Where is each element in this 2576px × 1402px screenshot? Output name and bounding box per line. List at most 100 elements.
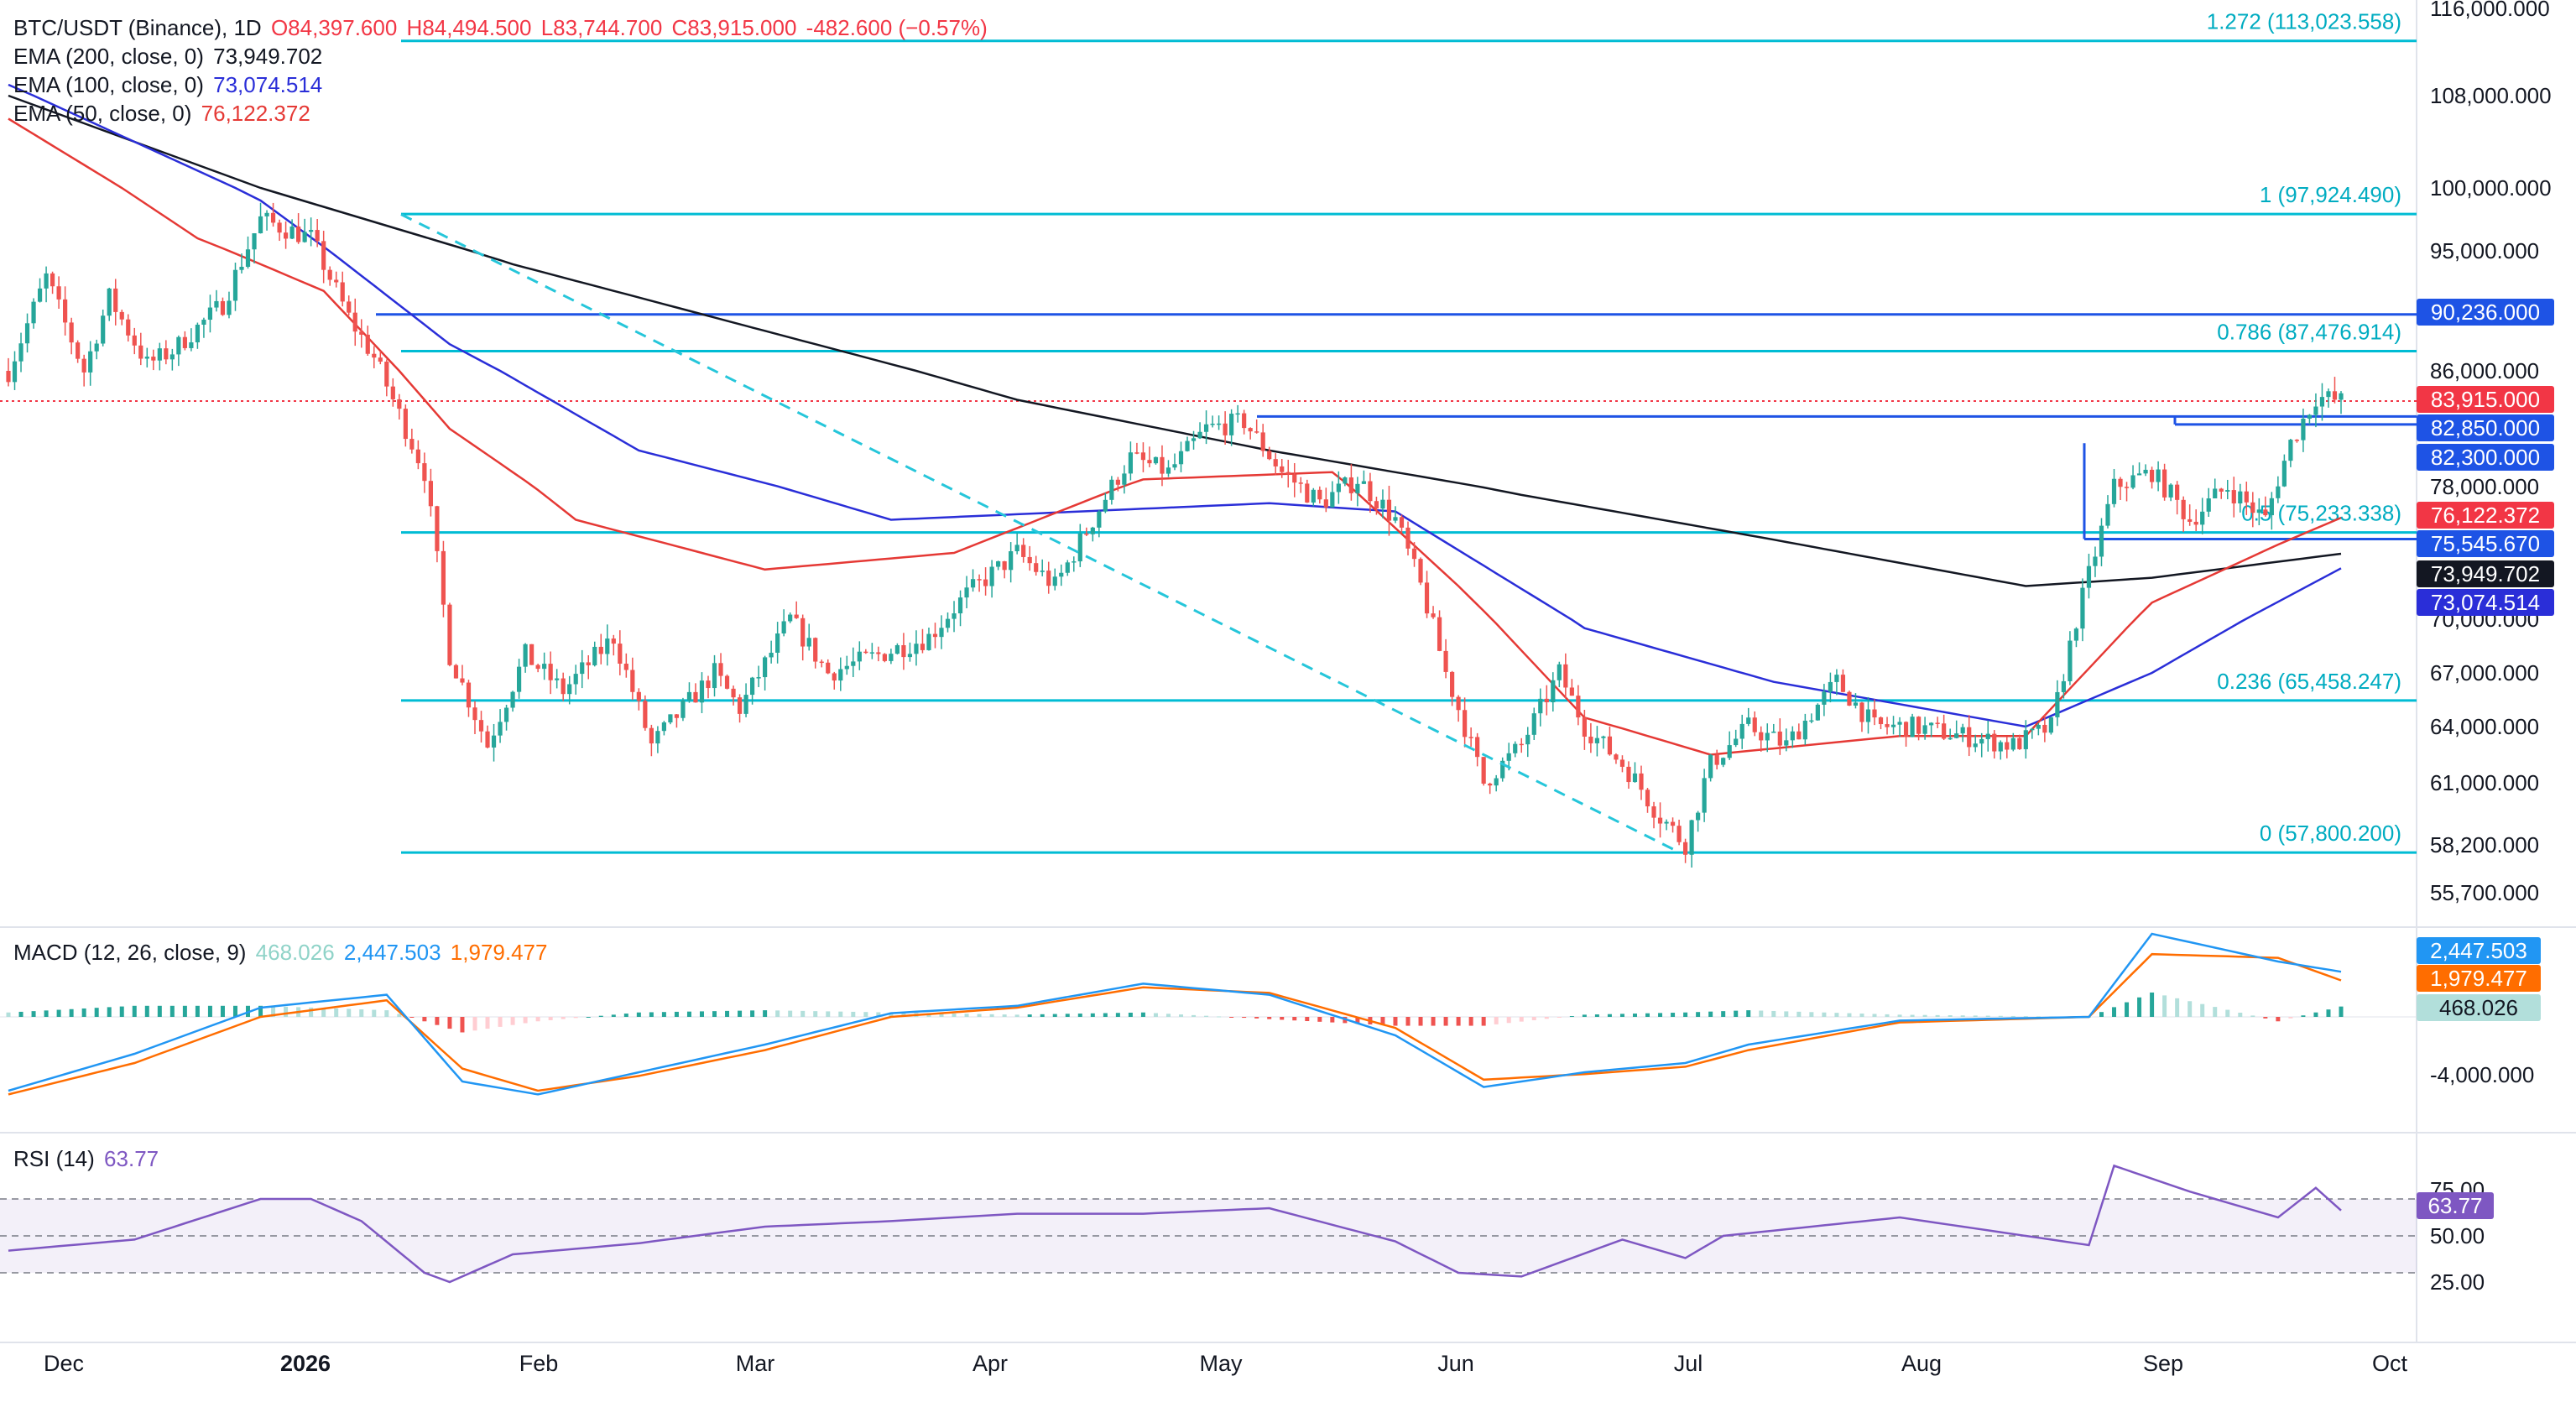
macd-histogram-bar: [1494, 1017, 1499, 1024]
candle: [1651, 801, 1656, 829]
candle: [1191, 430, 1197, 450]
macd-histogram-bar: [763, 1010, 768, 1017]
macd-histogram-bar: [1330, 1017, 1335, 1023]
candle: [2042, 714, 2047, 743]
candle-body: [466, 682, 472, 708]
candle-body: [1059, 572, 1064, 577]
candle: [309, 217, 314, 247]
candle-body: [2326, 391, 2331, 398]
candle: [1140, 442, 1146, 472]
candle-body: [1002, 560, 1007, 571]
macd-histogram-bar: [2339, 1006, 2344, 1017]
candle-body: [1847, 691, 1852, 706]
macd-histogram-bar: [611, 1014, 616, 1017]
candle: [869, 643, 874, 659]
candle: [1551, 672, 1556, 712]
macd-legend[interactable]: MACD (12, 26, close, 9) 468.026 2,447.50…: [13, 940, 550, 966]
price-tag: 82,850.000: [2417, 414, 2554, 441]
horizontal-levels[interactable]: [0, 313, 2417, 540]
candle-body: [611, 638, 616, 644]
candle-body: [510, 691, 515, 708]
candle: [403, 404, 408, 447]
candle: [1165, 460, 1171, 477]
candle-body: [1942, 723, 1947, 739]
candle-body: [1317, 489, 1322, 500]
candle: [1734, 729, 1739, 748]
candle: [851, 647, 856, 678]
candle: [1802, 713, 1807, 745]
candle: [1538, 688, 1543, 727]
candle-body: [1809, 720, 1814, 722]
candle-body: [2244, 491, 2249, 503]
macd-histogram-bar: [1607, 1014, 1612, 1017]
candle: [2036, 722, 2041, 736]
candle-body: [50, 273, 55, 287]
candle: [1632, 762, 1638, 783]
candle: [1992, 730, 1997, 759]
candle: [189, 328, 194, 352]
candle-body: [800, 618, 806, 647]
candle-body: [851, 661, 856, 666]
fib-retracement[interactable]: 1.272 (113,023.558) 1 (97,924.490) 0.786 (…: [401, 9, 2417, 854]
ema100-legend[interactable]: EMA (100, close, 0) 73,074.514: [13, 72, 326, 98]
candle-body: [44, 273, 49, 289]
trendline[interactable]: [400, 213, 1681, 854]
candle-body: [2313, 406, 2318, 415]
macd-histogram-bar: [939, 1013, 944, 1017]
candle-body: [1021, 545, 1026, 557]
candle-body: [983, 579, 988, 586]
ema200-legend[interactable]: EMA (200, close, 0) 73,949.702: [13, 44, 326, 70]
candle-body: [491, 735, 497, 748]
candle-body: [681, 700, 686, 718]
candle-body: [952, 613, 957, 619]
candle-body: [2213, 488, 2218, 498]
candle-body: [126, 319, 131, 336]
candle: [1670, 817, 1676, 833]
candle: [1002, 560, 1007, 579]
candle: [2188, 504, 2193, 526]
macd-histogram-bar: [1935, 1014, 1940, 1017]
candle: [983, 567, 988, 596]
candle-body: [2118, 478, 2123, 487]
candle: [1689, 819, 1694, 868]
candle: [460, 665, 465, 685]
macd-histogram-bar: [1721, 1011, 1726, 1017]
candle-body: [1285, 472, 1291, 475]
candle: [1128, 441, 1134, 481]
candle-body: [1122, 473, 1127, 485]
candle: [1122, 465, 1127, 494]
candle: [2080, 578, 2085, 642]
candle-body: [1676, 826, 1682, 842]
candle: [970, 569, 976, 592]
candle-body: [1828, 681, 1833, 692]
candle-body: [1859, 702, 1864, 722]
candle-body: [1191, 438, 1197, 441]
ema50-legend[interactable]: EMA (50, close, 0) 76,122.372: [13, 101, 314, 127]
candle: [1052, 568, 1057, 591]
candle-body: [1336, 483, 1341, 493]
macd-histogram-bar: [2276, 1017, 2281, 1022]
candle: [800, 614, 806, 661]
candle: [1890, 716, 1896, 735]
candle-body: [1777, 731, 1782, 746]
candle-body: [1853, 702, 1859, 706]
candle-body: [258, 216, 263, 234]
rsi-legend[interactable]: RSI (14) 63.77: [13, 1146, 162, 1172]
candle-body: [252, 233, 257, 250]
candle-body: [1494, 778, 1499, 786]
candle-body: [1759, 732, 1764, 741]
candle-body: [1973, 743, 1978, 748]
candle: [964, 576, 969, 608]
candle-body: [390, 386, 395, 399]
macd-tag: 1,979.477: [2417, 965, 2541, 992]
macd-histogram-bar: [1594, 1014, 1599, 1017]
candle-body: [957, 597, 963, 614]
macd-signal-value: 1,979.477: [450, 940, 548, 965]
candle-body: [1822, 691, 1827, 705]
candle: [781, 609, 786, 637]
candle-body: [769, 652, 774, 658]
candle: [478, 711, 484, 743]
candle: [1563, 653, 1568, 699]
candle: [1210, 415, 1215, 428]
